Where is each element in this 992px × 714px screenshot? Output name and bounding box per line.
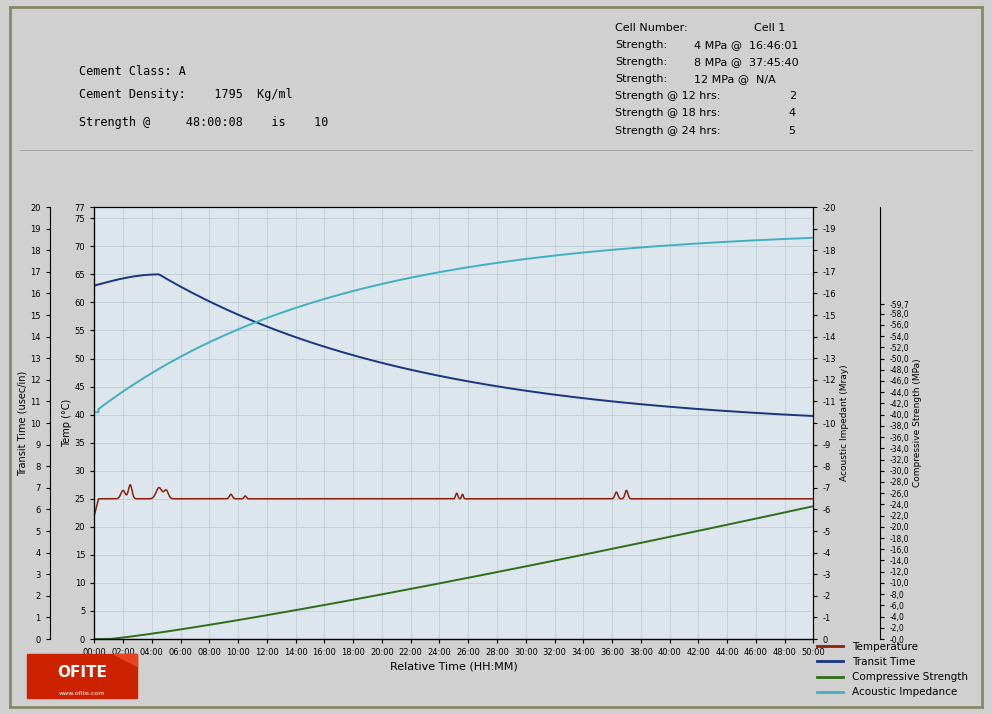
Text: Cement Density:    1795  Kg/ml: Cement Density: 1795 Kg/ml xyxy=(79,88,293,101)
Y-axis label: Acoustic Impedant (Mray): Acoustic Impedant (Mray) xyxy=(840,365,849,481)
Polygon shape xyxy=(114,654,137,666)
Text: 2: 2 xyxy=(789,91,796,101)
X-axis label: Relative Time (HH:MM): Relative Time (HH:MM) xyxy=(390,661,518,671)
Y-axis label: Temp (°C): Temp (°C) xyxy=(62,399,71,447)
Text: Strength @ 24 hrs:: Strength @ 24 hrs: xyxy=(615,126,720,136)
Text: Cell 1: Cell 1 xyxy=(754,23,786,33)
Text: 4: 4 xyxy=(789,109,796,119)
Y-axis label: Compressive Strength (MPa): Compressive Strength (MPa) xyxy=(913,358,922,488)
Text: Strength:: Strength: xyxy=(615,57,668,67)
Text: 5: 5 xyxy=(789,126,796,136)
Text: Strength @ 12 hrs:: Strength @ 12 hrs: xyxy=(615,91,720,101)
Text: OFITE: OFITE xyxy=(57,665,107,680)
Text: Strength @ 18 hrs:: Strength @ 18 hrs: xyxy=(615,109,720,119)
Text: www.ofite.com: www.ofite.com xyxy=(59,691,105,696)
Y-axis label: Transit Time (usec/in): Transit Time (usec/in) xyxy=(18,371,28,476)
Text: Strength:: Strength: xyxy=(615,74,668,84)
Text: 4 MPa @  16:46:01: 4 MPa @ 16:46:01 xyxy=(694,40,799,50)
Text: Strength:: Strength: xyxy=(615,40,668,50)
Text: 8 MPa @  37:45:40: 8 MPa @ 37:45:40 xyxy=(694,57,799,67)
Legend: Temperature, Transit Time, Compressive Strength, Acoustic Impedance: Temperature, Transit Time, Compressive S… xyxy=(813,638,972,702)
Text: Strength @     48:00:08    is    10: Strength @ 48:00:08 is 10 xyxy=(79,116,328,129)
Text: Cement Class: A: Cement Class: A xyxy=(79,65,186,78)
Bar xyxy=(27,654,137,698)
Text: 12 MPa @  N/A: 12 MPa @ N/A xyxy=(694,74,776,84)
Text: Cell Number:: Cell Number: xyxy=(615,23,687,33)
